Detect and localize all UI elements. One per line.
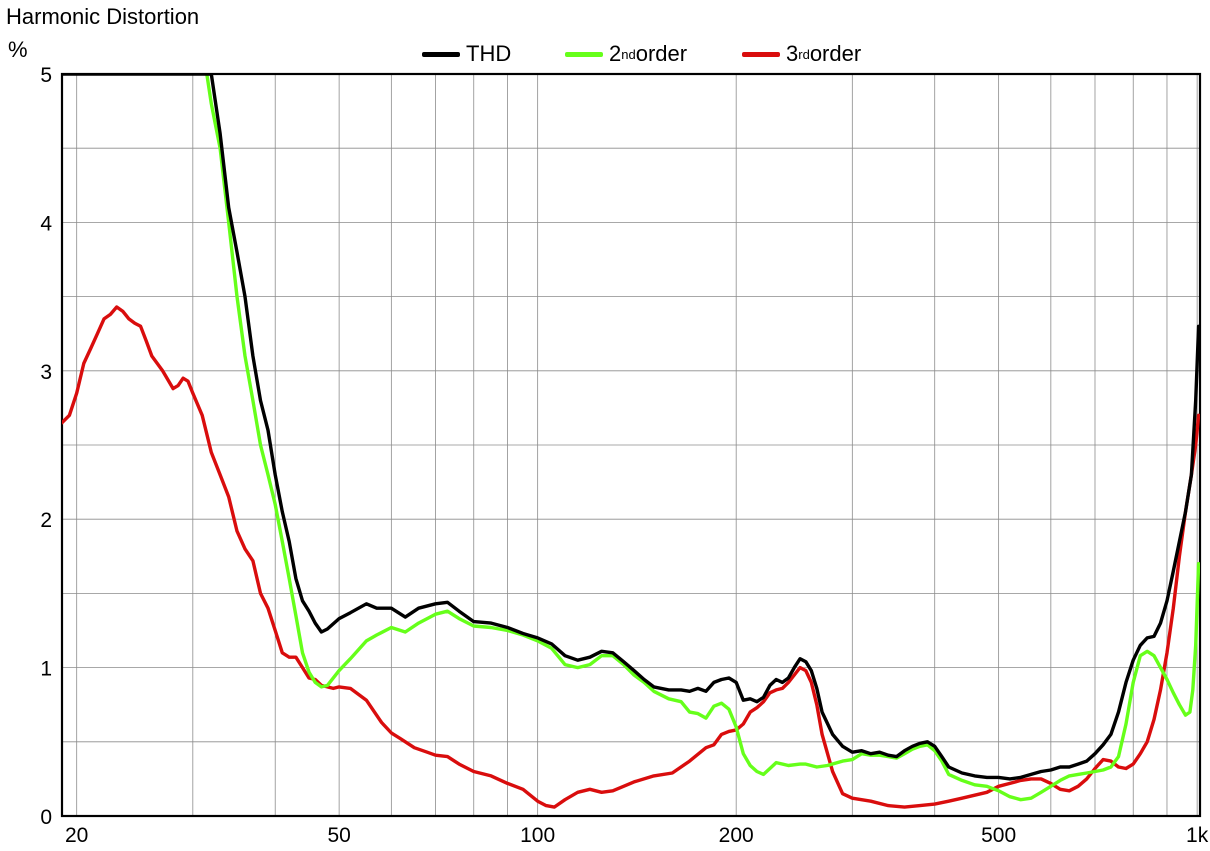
legend-swatch-2nd-order: [565, 51, 603, 57]
y-tick-label: 3: [40, 361, 52, 384]
y-tick-label: 0: [40, 806, 52, 829]
x-tick-label: 1k: [1186, 824, 1209, 847]
y-tick-label: 4: [40, 212, 52, 235]
y-axis-unit-label: %: [8, 37, 28, 62]
x-tick-label: 50: [327, 824, 350, 847]
x-tick-label: 20: [65, 824, 88, 847]
legend-swatch-3rd-order: [742, 51, 780, 57]
legend-label-3rd-order-suffix: rd: [798, 46, 810, 62]
series-line-2nd-order: [205, 73, 1200, 802]
legend-label-3rd-order-number: 3: [786, 41, 799, 66]
plot-frame: [60, 72, 1202, 818]
series-line-3rd-order: [62, 305, 1200, 809]
legend-label-2nd-order-text: order: [635, 41, 688, 66]
legend-label-3rd-order-text: order: [809, 41, 862, 66]
legend-item-thd: THD: [422, 40, 511, 68]
x-tick-label: 500: [981, 824, 1016, 847]
y-tick-label: 1: [40, 658, 52, 681]
y-tick-label: 5: [40, 64, 52, 87]
y-tick-label: 2: [40, 509, 52, 532]
legend-swatch-thd: [422, 51, 460, 57]
series-line-thd: [62, 73, 1200, 781]
x-tick-label: 100: [520, 824, 555, 847]
x-tick-label: 200: [719, 824, 754, 847]
chart-title: Harmonic Distortion: [6, 4, 200, 29]
legend-label-2nd-order-number: 2: [609, 41, 622, 66]
legend-label-2nd-order-suffix: nd: [621, 46, 636, 62]
legend-label-thd: THD: [466, 41, 512, 66]
